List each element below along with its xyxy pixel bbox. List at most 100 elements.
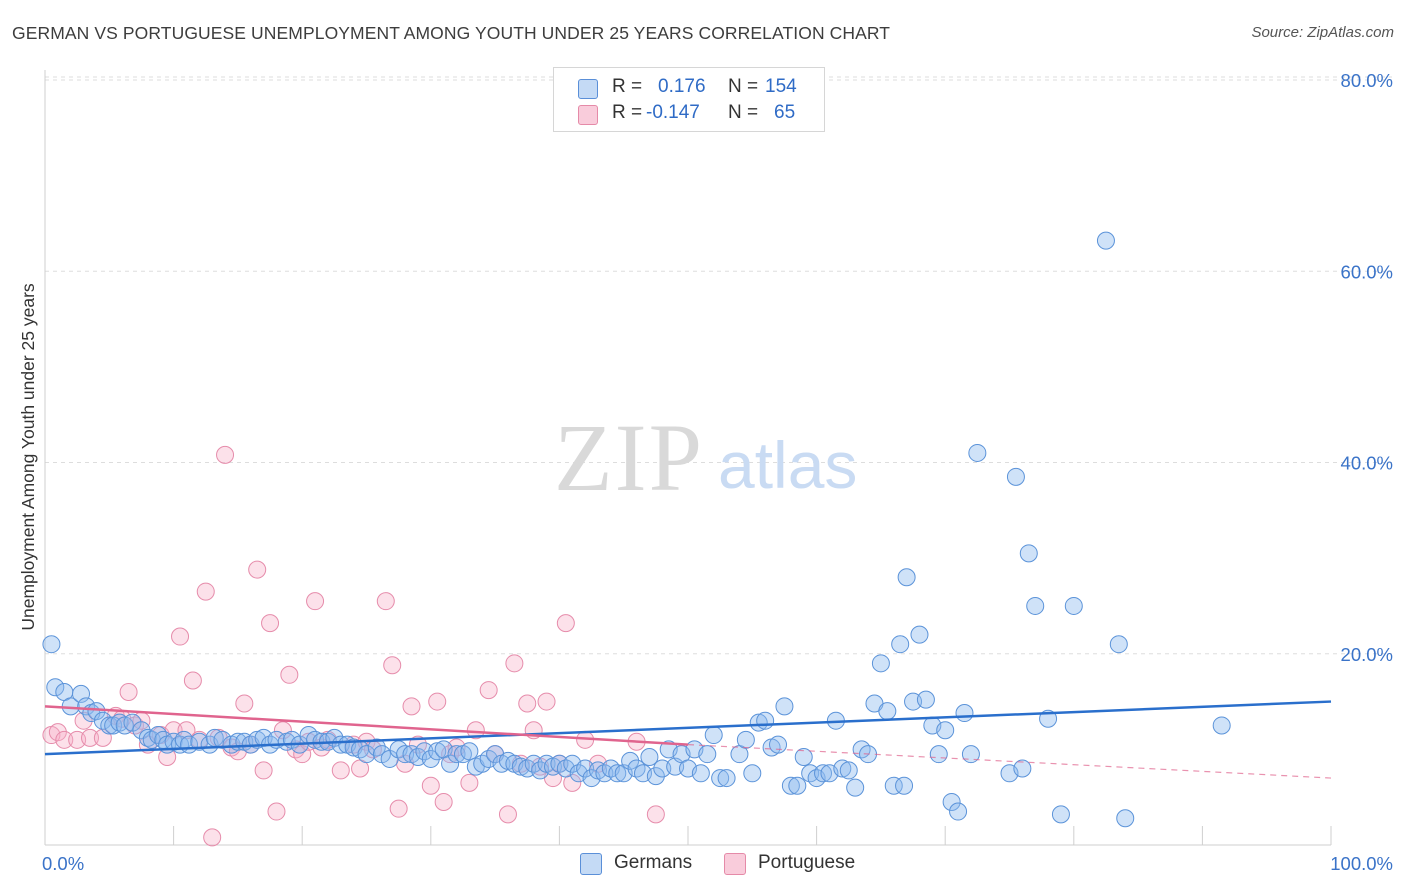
german-point [441,754,460,773]
german-point [640,748,659,767]
german-point [839,761,858,780]
portuguese-point [408,735,427,754]
german-point [190,732,209,751]
y-tick-label: 60.0% [1341,261,1393,282]
german-point [871,654,890,673]
portuguese-point [505,654,524,673]
chart-title: GERMAN VS PORTUGUESE UNEMPLOYMENT AMONG … [12,23,891,43]
german-trend-line [44,700,1332,756]
german-point [42,635,61,654]
german-point [1212,716,1231,735]
watermark-atlas: atlas [718,428,857,502]
german-point [936,721,955,740]
portuguese-point [119,683,138,701]
y-tick-label: 20.0% [1341,644,1393,665]
portuguese-point [261,614,280,633]
german-point [421,749,440,768]
german-point [1109,635,1128,654]
portuguese-point [479,681,498,700]
german-point [756,711,775,730]
portuguese-point [331,761,350,780]
german-point [1116,809,1135,828]
german-point [646,767,665,786]
german-point [955,704,974,723]
german-point [1006,467,1025,486]
german-point [524,754,543,773]
legend-n-label: N = [728,76,759,97]
bottom-legend-swatch-germans [580,853,602,875]
german-point [884,776,903,795]
gridlines [45,76,1392,655]
german-point [460,742,479,761]
y-tick-label: 80.0% [1341,70,1393,91]
german-point [897,568,916,587]
portuguese-point [203,828,222,847]
portuguese-point [183,671,202,690]
portuguese-point [518,694,537,713]
german-point [916,690,935,709]
german-point [814,764,833,783]
german-point [1013,759,1032,778]
portuguese-point [74,711,93,730]
portuguese-point [306,592,325,611]
legend-swatch-portuguese [578,105,598,125]
legend-n-value: 154 [765,76,797,97]
watermark: ZIP atlas [554,404,857,511]
german-point [833,759,852,778]
german-point [968,443,987,462]
legend-r-value: -0.147 [646,102,700,123]
german-point [736,730,755,749]
portuguese-point [402,697,421,716]
german-point [1019,544,1038,563]
axes [44,70,1332,846]
portuguese-point [171,627,190,646]
german-point [1051,805,1070,824]
portuguese-point [267,802,286,821]
x-tick-label: 0.0% [42,853,84,874]
german-point [213,730,232,749]
german-point [788,776,807,795]
german-point [961,745,980,764]
portuguese-trend-extrapolated [687,743,1332,779]
portuguese-point [216,445,235,464]
portuguese-point [646,805,665,824]
german-point [769,735,788,754]
german-point [781,776,800,795]
legend-r-label: R = [612,76,643,97]
german-point [123,713,142,732]
german-point [891,635,910,654]
german-point [711,769,730,788]
german-point [428,742,447,761]
portuguese-point [537,692,556,711]
german-point [100,716,119,735]
portuguese-point [248,560,267,579]
watermark-zip: ZIP [554,404,704,511]
portuguese-point [280,665,299,684]
portuguese-point [389,799,408,818]
portuguese-point [421,776,440,795]
german-point [929,745,948,764]
portuguese-point [254,761,273,780]
portuguese-point [376,592,395,611]
german-point [110,713,129,732]
portuguese-point [235,694,254,713]
german-point [949,802,968,821]
portuguese-point [55,730,74,749]
german-point [942,792,961,811]
x-tick-label: 100.0% [1330,853,1393,874]
german-point [878,702,897,721]
german-point [775,697,794,716]
y-tick-label: 40.0% [1341,453,1393,474]
german-point [149,726,168,745]
german-point [910,625,929,644]
portuguese-point [498,805,517,824]
bottom-legend-swatch-portuguese [724,853,746,875]
german-point [46,678,65,697]
german-point [846,778,865,797]
legend-r-label: R = [612,102,643,123]
portuguese-point [196,582,215,601]
portuguese-point [434,792,453,811]
german-point [691,764,710,783]
german-point [704,726,723,745]
